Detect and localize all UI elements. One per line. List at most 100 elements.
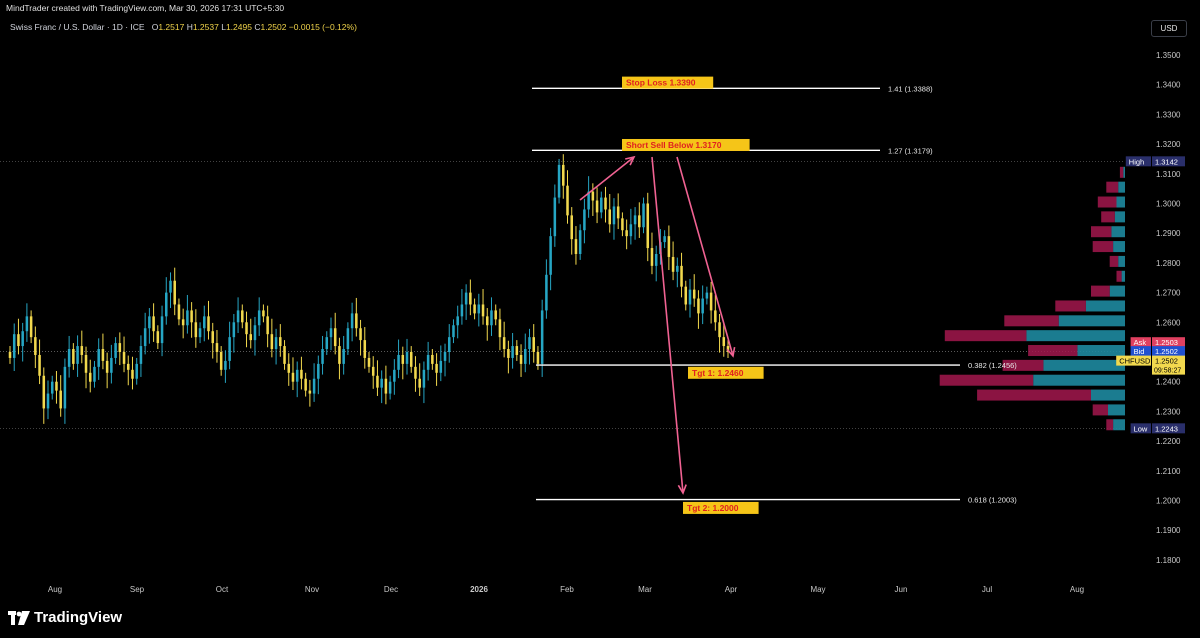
candle-body	[579, 230, 582, 254]
candle-body	[668, 236, 671, 257]
candle-body	[224, 361, 227, 370]
volume-profile-down-bar	[1093, 404, 1108, 415]
candle-body	[228, 337, 231, 361]
candle-body	[119, 343, 122, 352]
candle-body	[266, 316, 269, 334]
candle-body	[393, 370, 396, 382]
candle-body	[528, 337, 531, 349]
price-tick-label: 1.2600	[1156, 318, 1181, 327]
candle-body	[570, 215, 573, 239]
time-tick-label: Aug	[1070, 585, 1084, 594]
candle-body	[444, 352, 447, 361]
candle-body	[655, 254, 658, 266]
candle-body	[718, 322, 721, 337]
candle-body	[469, 293, 472, 305]
volume-profile	[940, 167, 1125, 430]
candle-body	[440, 361, 443, 373]
candle-body	[368, 358, 371, 367]
candle-body	[334, 328, 337, 346]
price-tick-label: 1.3000	[1156, 200, 1181, 209]
volume-profile-up-bar	[1108, 404, 1125, 415]
axis-badge-label: Bid	[1134, 347, 1145, 356]
candle-body	[402, 355, 405, 364]
candle-body	[503, 337, 506, 349]
candle-body	[178, 304, 181, 319]
candle-body	[330, 328, 333, 337]
volume-profile-down-bar	[1106, 419, 1113, 430]
volume-profile-up-bar	[1043, 360, 1125, 371]
price-tick-label: 1.2100	[1156, 467, 1181, 476]
candle-body	[651, 248, 654, 266]
candle-body	[364, 340, 367, 358]
candle-body	[258, 310, 261, 325]
candle-body	[114, 343, 117, 358]
candle-body	[583, 209, 586, 230]
axis-badge-label: Ask	[1134, 338, 1147, 347]
candles	[9, 154, 730, 424]
price-tick-label: 1.3300	[1156, 110, 1181, 119]
candle-body	[431, 355, 434, 364]
volume-profile-up-bar	[1110, 286, 1125, 297]
candle-body	[452, 325, 455, 337]
volume-profile-down-bar	[1106, 182, 1118, 193]
candle-body	[592, 192, 595, 201]
fib-level-label: 0.382 (1.2456)	[968, 361, 1017, 370]
candle-body	[490, 310, 493, 325]
time-tick-label: Oct	[216, 585, 229, 594]
candle-body	[566, 186, 569, 216]
candle-body	[621, 218, 624, 230]
candle-body	[706, 293, 709, 299]
time-tick-label: Jul	[982, 585, 992, 594]
candle-body	[427, 355, 430, 370]
candle-body	[376, 376, 379, 388]
candle-body	[135, 364, 138, 379]
candle-body	[676, 266, 679, 272]
candle-body	[68, 349, 71, 367]
candle-body	[342, 349, 345, 364]
candle-body	[630, 224, 633, 236]
volume-profile-up-bar	[1117, 197, 1126, 208]
candle-body	[545, 275, 548, 311]
annotations: Stop Loss 1.3390Short Sell Below 1.3170T…	[622, 77, 764, 514]
annotation-text: Short Sell Below 1.3170	[626, 140, 722, 150]
chart-grid	[0, 161, 1125, 428]
arrow-line	[652, 157, 683, 493]
candle-body	[499, 319, 502, 337]
volume-profile-up-bar	[1122, 271, 1125, 282]
candle-body	[435, 364, 438, 373]
axis-badge-value: 1.2502	[1155, 347, 1178, 356]
candle-body	[169, 281, 172, 293]
annotation-label: Tgt 1: 1.2460	[688, 367, 764, 379]
candle-body	[516, 346, 519, 355]
candle-body	[300, 370, 303, 379]
candle-body	[355, 313, 358, 328]
candle-body	[245, 322, 248, 334]
price-tick-label: 1.2900	[1156, 229, 1181, 238]
candle-body	[59, 391, 62, 409]
fib-level-label: 1.41 (1.3388)	[888, 84, 933, 93]
candle-body	[532, 337, 535, 352]
candle-body	[26, 316, 29, 331]
candle-body	[507, 349, 510, 358]
annotation-label: Short Sell Below 1.3170	[622, 139, 750, 151]
volume-profile-down-bar	[977, 390, 1091, 401]
candle-body	[190, 310, 193, 322]
volume-profile-up-bar	[1113, 241, 1125, 252]
candle-body	[249, 334, 252, 340]
candle-body	[287, 364, 290, 373]
candle-body	[321, 349, 324, 364]
candle-body	[558, 165, 561, 198]
volume-profile-down-bar	[945, 330, 1027, 341]
candle-body	[604, 198, 607, 210]
candle-body	[211, 331, 214, 343]
candle-body	[233, 322, 236, 337]
candle-body	[634, 215, 637, 224]
time-tick-label: Feb	[560, 585, 574, 594]
candle-body	[173, 281, 176, 305]
price-tick-label: 1.2700	[1156, 289, 1181, 298]
candle-body	[216, 343, 219, 352]
candle-body	[549, 236, 552, 275]
tradingview-logo[interactable]: TradingView	[8, 609, 122, 626]
candle-body	[600, 198, 603, 213]
